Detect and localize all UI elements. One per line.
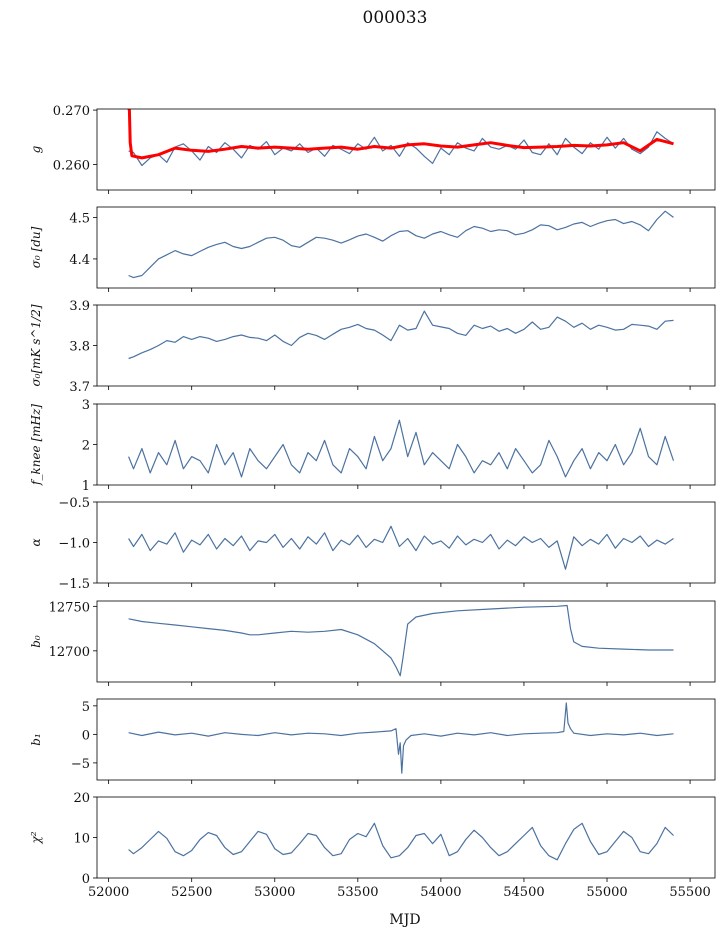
xtick-label: 54000 (420, 885, 461, 900)
panel-6-ylabel: b₀ (29, 635, 43, 648)
panel-3-ytick-label: 3.8 (69, 340, 90, 355)
panel-6-frame (96, 600, 716, 683)
panel-4-ytick-label: 2 (82, 439, 90, 454)
panel-1-ytick-label: 0.270 (53, 104, 90, 119)
xtick-label: 52500 (171, 885, 212, 900)
panel-1-ytick-label: 0.260 (53, 158, 90, 173)
panel-1-series-1-line (128, 131, 674, 167)
xtick-label: 55500 (669, 885, 710, 900)
panel-8-ytick-label: 0 (82, 872, 90, 887)
panel-6-ytick-label: 12700 (49, 645, 90, 660)
panel-8-frame (96, 796, 716, 879)
panel-5-ytick-label: −1.5 (58, 577, 90, 592)
xtick-label: 53500 (337, 885, 378, 900)
figure-title: 000033 (363, 8, 428, 28)
panel-8-ylabel: χ² (29, 831, 43, 844)
panel-5-ylabel: α (29, 538, 43, 546)
panel-3-ytick-label: 3.7 (69, 380, 90, 395)
panel-2-ytick-label: 4.5 (69, 211, 90, 226)
panel-4-series-1-line (128, 419, 675, 478)
panel-7-ylabel: b₁ (29, 733, 43, 746)
panel-7-ytick-label: 5 (82, 700, 90, 715)
xtick-label: 55000 (586, 885, 627, 900)
panel-8-series-1-line (128, 822, 674, 861)
panel-3-series-1-line (128, 310, 674, 360)
panel-4-ytick-label: 3 (82, 398, 90, 413)
panel-8-ytick-label: 10 (73, 832, 90, 847)
panel-4-ylabel: f_knee [mHz] (29, 404, 43, 486)
panel-2: 4.4 4.5 σ₀ [du] (29, 206, 716, 292)
panel-8: 0 10 20 52000 52500 53000 53500 54000 54500 55000… (29, 791, 716, 900)
panel-5-ytick-label: −1.0 (58, 537, 90, 552)
panel-7: −5 0 5 b₁ (29, 698, 716, 784)
panel-7-frame (96, 698, 716, 781)
panel-7-ytick-label: 0 (82, 728, 90, 743)
xtick-label: 54500 (503, 885, 544, 900)
xtick-label: 52000 (88, 885, 129, 900)
panel-1-frame (96, 108, 716, 191)
panel-7-series-1-line (128, 702, 674, 774)
panel-3: 3.7 3.8 3.9 σ₀[mK s^1/2] (29, 299, 716, 395)
panel-3-frame (96, 304, 716, 387)
panel-2-ytick-label: 4.4 (69, 253, 90, 268)
panel-2-series-1-line (128, 210, 674, 279)
panel-6-ytick-label: 12750 (49, 600, 90, 615)
panel-5-ytick-label: −0.5 (58, 496, 90, 511)
x-axis-label: MJD (389, 912, 420, 928)
panel-6-series-1-line (128, 604, 674, 677)
panel-5: −1.5 −1.0 −0.5 α (29, 496, 716, 592)
panel-3-ylabel: σ₀[mK s^1/2] (29, 304, 43, 386)
panel-4-frame (96, 403, 716, 486)
panel-2-ylabel: σ₀ [du] (29, 226, 43, 268)
panel-1: 0.260 0.270 g (29, 104, 716, 194)
panel-1-series-2-line (127, 109, 674, 160)
panel-2-frame (96, 206, 716, 289)
panel-1-ylabel: g (29, 145, 43, 153)
panel-3-ytick-label: 3.9 (69, 299, 90, 314)
panel-4: 1 2 3 f_knee [mHz] (29, 398, 716, 494)
panel-4-ytick-label: 1 (82, 479, 90, 494)
panel-6: 12700 12750 b₀ (29, 600, 716, 686)
panel-5-series-1-line (128, 525, 674, 570)
xtick-label: 53000 (254, 885, 295, 900)
panel-8-ytick-label: 20 (73, 791, 90, 806)
panel-7-ytick-label: −5 (71, 757, 90, 772)
